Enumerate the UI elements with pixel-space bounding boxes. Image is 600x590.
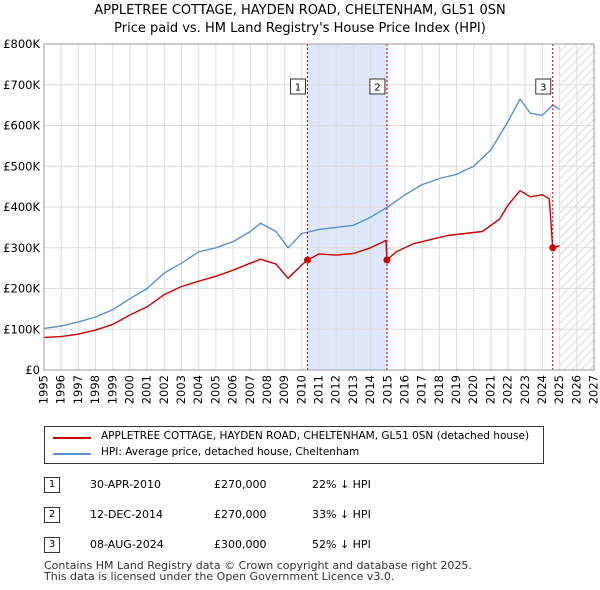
x-tick-label: 2024 (535, 375, 549, 404)
x-tick-label: 2011 (312, 375, 326, 404)
x-tick-label: 2017 (415, 375, 429, 404)
x-tick-label: 2027 (587, 375, 600, 404)
x-tick-label: 2018 (432, 375, 446, 404)
y-tick-label: £300K (3, 241, 40, 255)
sale-marker-box (369, 78, 386, 95)
chart-subtitle: Price paid vs. HM Land Registry's House … (114, 21, 486, 36)
sale-marker-box (535, 78, 552, 95)
x-tick-label: 2022 (501, 375, 515, 404)
footer-copyright: Contains HM Land Registry data © Crown c… (44, 559, 472, 572)
plot-frame (43, 43, 595, 371)
transaction-price: £270,000 (214, 478, 267, 491)
x-tick-label: 2000 (122, 375, 136, 404)
transaction-number: 3 (44, 537, 60, 553)
sale-marker-dot (303, 256, 311, 264)
y-tick-label: £100K (3, 322, 40, 336)
x-tick-label: 1997 (71, 375, 85, 404)
sale-marker-label: 3 (540, 83, 546, 94)
series-line-property (44, 189, 560, 339)
x-tick-label: 2026 (569, 375, 583, 404)
x-tick-label: 2025 (552, 375, 566, 404)
footer-licence: This data is licensed under the Open Gov… (44, 570, 395, 583)
x-tick-label: 2007 (243, 375, 257, 404)
x-tick-label: 1998 (88, 375, 102, 404)
x-tick-label: 2009 (277, 375, 291, 404)
y-tick-label: £400K (3, 200, 40, 214)
legend-item-hpi: HPI: Average price, detached house, Chel… (45, 446, 541, 462)
x-tick-label: 2006 (226, 375, 240, 404)
x-tick-label: 2013 (346, 375, 360, 404)
x-tick-label: 2008 (260, 375, 274, 404)
sale-marker-box (289, 78, 306, 95)
x-tick-label: 1999 (105, 375, 119, 404)
x-tick-label: 2019 (449, 375, 463, 404)
transaction-date: 30-APR-2010 (90, 478, 162, 491)
x-tick-label: 2010 (294, 375, 308, 404)
transaction-delta: 52% ↓ HPI (312, 538, 371, 551)
y-tick-label: £0 (25, 363, 40, 377)
transaction-number: 1 (44, 477, 60, 493)
x-tick-label: 2023 (518, 375, 532, 404)
transaction-date: 12-DEC-2014 (90, 508, 164, 521)
legend-label-property: APPLETREE COTTAGE, HAYDEN ROAD, CHELTENH… (101, 430, 530, 442)
series-line-hpi (44, 98, 560, 330)
x-tick-label: 1996 (54, 375, 68, 404)
y-tick-label: £700K (3, 78, 40, 92)
x-tick-label: 2014 (363, 375, 377, 404)
transaction-date: 08-AUG-2024 (90, 538, 164, 551)
transaction-price: £300,000 (214, 538, 267, 551)
chart-title: APPLETREE COTTAGE, HAYDEN ROAD, CHELTENH… (94, 3, 506, 18)
x-tick-label: 2004 (191, 375, 205, 404)
x-tick-label: 2021 (483, 375, 497, 404)
x-tick-label: 2016 (397, 375, 411, 404)
x-tick-label: 2001 (140, 375, 154, 404)
y-tick-label: £500K (3, 159, 40, 173)
x-tick-label: 2012 (329, 375, 343, 404)
legend-swatch-property (53, 437, 91, 439)
x-tick-label: 1995 (37, 375, 51, 404)
sale-marker-dot (549, 244, 557, 252)
x-tick-label: 2015 (380, 375, 394, 404)
legend-label-hpi: HPI: Average price, detached house, Chel… (101, 446, 360, 458)
y-tick-label: £200K (3, 282, 40, 296)
legend-swatch-hpi (53, 453, 91, 455)
x-tick-label: 2003 (174, 375, 188, 404)
transaction-delta: 33% ↓ HPI (312, 508, 371, 521)
price-chart: 1 2 3 £0 £100K £200K £300K £400K £500K £600K £700… (3, 37, 600, 404)
x-tick-label: 2002 (157, 375, 171, 404)
transaction-number: 2 (44, 507, 60, 523)
legend: APPLETREE COTTAGE, HAYDEN ROAD, CHELTENH… (44, 426, 544, 464)
sale-marker-label: 2 (374, 83, 380, 94)
transaction-price: £270,000 (214, 508, 267, 521)
y-tick-label: £800K (3, 37, 40, 51)
y-tick-label: £600K (3, 119, 40, 133)
legend-item-property: APPLETREE COTTAGE, HAYDEN ROAD, CHELTENH… (45, 430, 541, 446)
sale-marker-dot (383, 256, 391, 264)
sale-marker-label: 1 (295, 83, 301, 94)
transaction-delta: 22% ↓ HPI (312, 478, 371, 491)
footer: Contains HM Land Registry data © Crown c… (44, 560, 472, 582)
x-tick-label: 2020 (466, 375, 480, 404)
x-tick-label: 2005 (208, 375, 222, 404)
